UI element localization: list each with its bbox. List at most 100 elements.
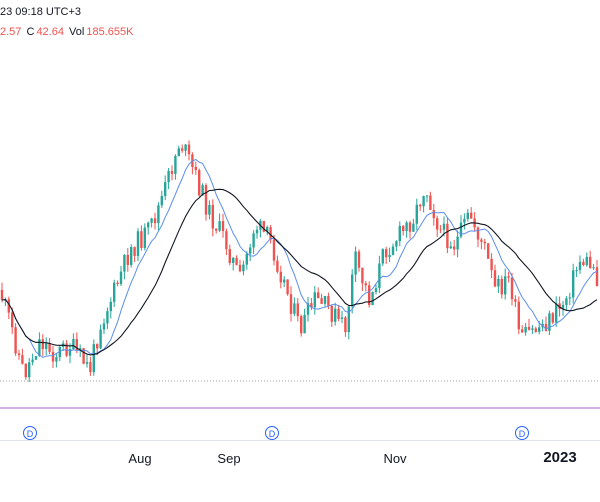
candle-body [208, 205, 211, 215]
candle-body [415, 204, 418, 224]
candle [425, 195, 429, 203]
candle-body [344, 317, 347, 333]
candle-body [585, 256, 588, 266]
candle-body [164, 182, 167, 196]
candle-body [92, 344, 95, 373]
candle [585, 252, 588, 267]
candle-body [561, 304, 565, 310]
candle [58, 345, 61, 362]
candle-body [310, 303, 313, 308]
candle-body [123, 254, 126, 272]
candle [317, 287, 320, 299]
candle [470, 207, 473, 220]
candle-body [140, 231, 143, 249]
candle-body [589, 256, 592, 269]
timestamp-text: 23 09:18 UTC+3 [0, 6, 82, 18]
candle [140, 225, 143, 251]
candle-body [422, 196, 425, 207]
candle-body [133, 247, 136, 256]
candle-body [548, 313, 551, 331]
candle-body [555, 303, 558, 323]
dividend-badge-1[interactable]: D [23, 426, 37, 440]
candle-body [289, 294, 293, 314]
candle [289, 286, 293, 322]
candle-body [371, 292, 374, 306]
candle [167, 167, 170, 190]
candle-body [7, 299, 10, 313]
candle-body [34, 356, 38, 360]
moving-average-fast [1, 158, 598, 358]
candle [164, 175, 167, 201]
candle-body [449, 246, 452, 249]
candle-body [102, 323, 106, 330]
candle [446, 217, 449, 253]
candle [228, 244, 231, 266]
candle-body [385, 249, 388, 258]
candle-body [198, 170, 201, 196]
candle [300, 314, 303, 337]
candle-body [517, 301, 520, 330]
candle [487, 242, 490, 259]
candle [249, 243, 252, 262]
candle [357, 249, 361, 272]
candle-body [72, 339, 75, 350]
candle-body [279, 271, 282, 283]
candle [48, 338, 51, 355]
candle [116, 280, 119, 287]
candle [344, 315, 347, 337]
candle-body [0, 290, 4, 300]
candle [555, 296, 558, 327]
candle-body [204, 185, 208, 215]
candle [412, 218, 415, 233]
candle [337, 304, 340, 322]
price-chart[interactable] [0, 0, 600, 440]
candle [99, 324, 102, 350]
candle-body [79, 348, 82, 351]
candle-body [398, 225, 401, 242]
candle [293, 297, 296, 317]
candle-body [157, 205, 160, 224]
candle [351, 269, 354, 314]
candle-body [395, 241, 398, 247]
candle-body [106, 311, 109, 324]
candle [150, 217, 153, 228]
candle [521, 325, 524, 333]
candle-body [75, 339, 78, 351]
candle [490, 253, 493, 279]
candle-body [38, 339, 41, 357]
ohlc-low-value: 2.57 [0, 26, 22, 38]
candle-body [45, 343, 48, 349]
candle [147, 221, 150, 235]
candle-body [374, 288, 378, 293]
candle-body [252, 233, 255, 248]
candle-body [466, 212, 469, 219]
candle-body [463, 218, 466, 223]
candle [527, 318, 531, 331]
candle-body [381, 249, 384, 264]
candle [160, 190, 163, 209]
candle-body [419, 204, 422, 207]
candle [89, 356, 92, 376]
candle-body [408, 222, 412, 232]
candle-body [490, 258, 493, 271]
time-axis-divider [0, 440, 600, 441]
candle-body [96, 344, 99, 349]
candle [572, 263, 575, 304]
dividend-badge-2[interactable]: D [265, 426, 279, 440]
candle [79, 344, 82, 358]
candle-body [514, 299, 517, 302]
candle-body [351, 274, 354, 307]
candle-body [510, 277, 514, 300]
candle-body [150, 218, 153, 223]
dividend-badge-3[interactable]: D [515, 426, 529, 440]
candle [75, 332, 78, 354]
candle-body [41, 339, 44, 349]
candle-body [459, 222, 463, 237]
ohlc-readout: 2.57 C 42.64 Vol 185.655K [0, 26, 135, 38]
candle-body [177, 148, 180, 156]
candle-body [412, 223, 415, 232]
candle-body [184, 144, 187, 151]
candle [422, 195, 425, 213]
candle-body [364, 283, 367, 286]
moving-average-slow [1, 188, 598, 356]
